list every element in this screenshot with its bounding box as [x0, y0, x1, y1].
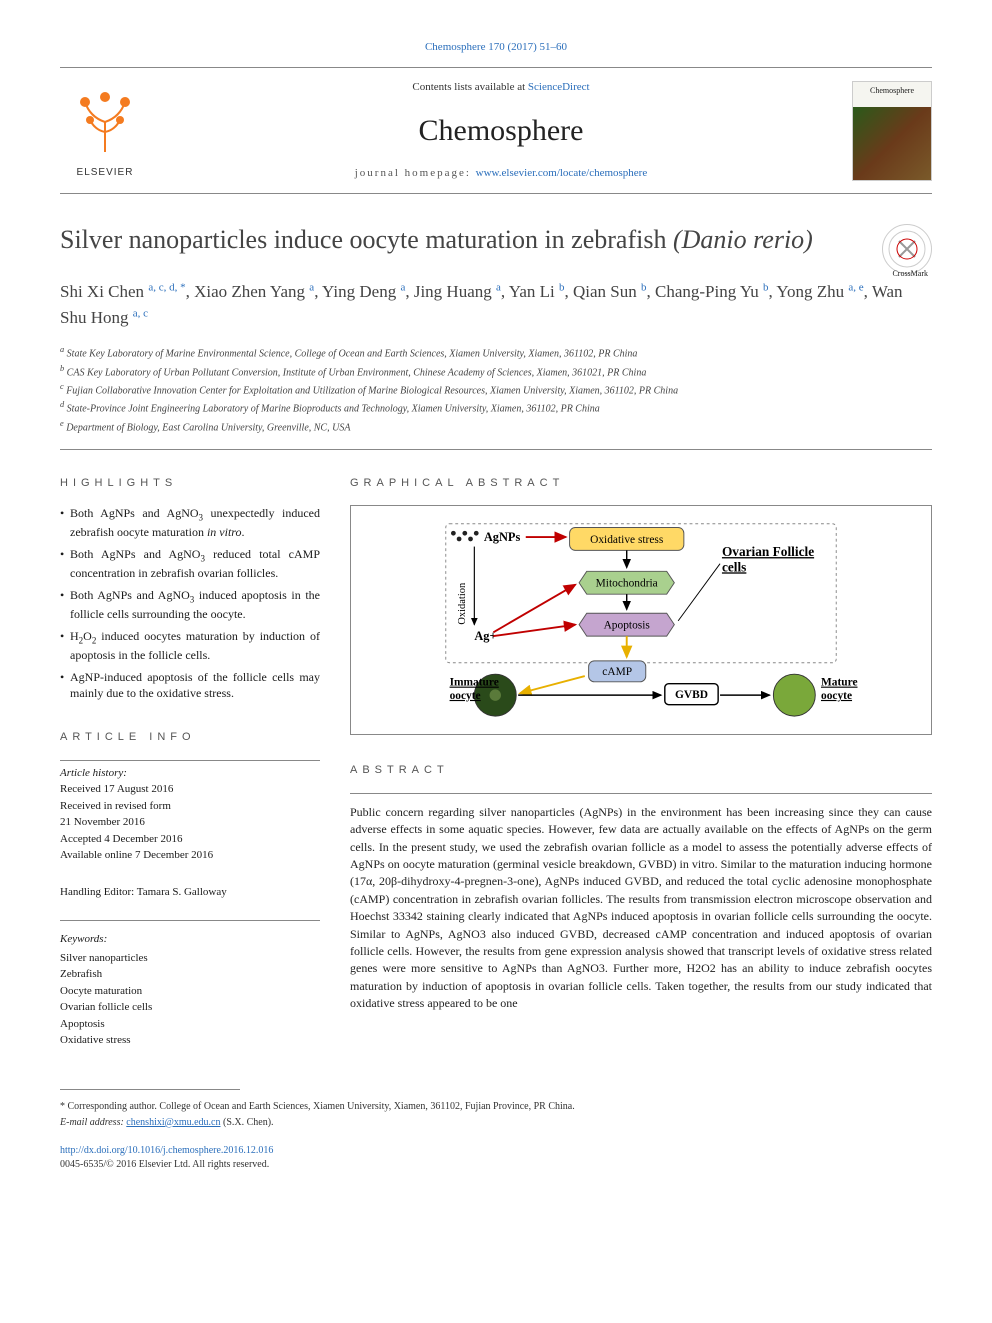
history-item: 21 November 2016	[60, 814, 320, 831]
keywords-block: Keywords: Silver nanoparticlesZebrafishO…	[60, 931, 320, 1049]
publisher-name: ELSEVIER	[77, 166, 134, 180]
highlights-header: HIGHLIGHTS	[60, 476, 320, 491]
divider	[60, 920, 320, 921]
keyword-item: Oocyte maturation	[60, 983, 320, 1000]
handling-editor: Handling Editor: Tamara S. Galloway	[60, 884, 320, 901]
svg-text:Mature: Mature	[821, 677, 858, 689]
crossmark-badge[interactable]	[882, 224, 932, 274]
crossmark-icon	[887, 229, 927, 269]
article-info-header: ARTICLE INFO	[60, 730, 320, 745]
highlights-list: Both AgNPs and AgNO3 unexpectedly induce…	[60, 505, 320, 702]
affiliation-item: b CAS Key Laboratory of Urban Pollutant …	[60, 363, 932, 380]
history-item: Accepted 4 December 2016	[60, 831, 320, 848]
history-item: Received in revised form	[60, 798, 320, 815]
article-title: Silver nanoparticles induce oocyte matur…	[60, 224, 862, 257]
keyword-item: Ovarian follicle cells	[60, 999, 320, 1016]
cover-title: Chemosphere	[853, 82, 931, 107]
corresponding-author-note: * Corresponding author. College of Ocean…	[60, 1100, 932, 1114]
sciencedirect-link[interactable]: ScienceDirect	[528, 81, 590, 93]
divider	[60, 67, 932, 68]
affiliation-item: a State Key Laboratory of Marine Environ…	[60, 344, 932, 361]
svg-text:oocyte: oocyte	[821, 690, 852, 702]
affiliations-list: a State Key Laboratory of Marine Environ…	[60, 344, 932, 435]
journal-cover-thumbnail[interactable]: Chemosphere	[852, 81, 932, 181]
graphical-abstract-figure: AgNPs Oxidation Oxidative stress Mitochondr…	[350, 505, 932, 735]
top-reference[interactable]: Chemosphere 170 (2017) 51–60	[60, 40, 932, 55]
history-item: Available online 7 December 2016	[60, 847, 320, 864]
svg-text:cells: cells	[722, 560, 746, 575]
abstract-header: ABSTRACT	[350, 763, 932, 778]
divider	[60, 449, 932, 450]
affiliation-item: c Fujian Collaborative Innovation Center…	[60, 381, 932, 398]
article-history: Article history: Received 17 August 2016…	[60, 765, 320, 864]
svg-text:AgNPs: AgNPs	[484, 530, 521, 544]
divider	[60, 760, 320, 761]
author-list: Shi Xi Chen a, c, d, *, Xiao Zhen Yang a…	[60, 279, 932, 330]
contents-available: Contents lists available at ScienceDirec…	[150, 80, 852, 95]
affiliation-item: e Department of Biology, East Carolina U…	[60, 418, 932, 435]
svg-text:oocyte: oocyte	[450, 690, 481, 702]
svg-text:Ag+: Ag+	[474, 629, 496, 643]
graphical-abstract-header: GRAPHICAL ABSTRACT	[350, 476, 932, 491]
highlight-item: Both AgNPs and AgNO3 induced apoptosis i…	[60, 587, 320, 623]
footer-divider	[60, 1089, 240, 1090]
svg-text:Ovarian Follicle: Ovarian Follicle	[722, 544, 814, 559]
divider	[350, 793, 932, 794]
keyword-item: Silver nanoparticles	[60, 950, 320, 967]
svg-text:Apoptosis: Apoptosis	[604, 620, 651, 632]
svg-text:Immature: Immature	[450, 677, 499, 689]
highlight-item: AgNP-induced apoptosis of the follicle c…	[60, 669, 320, 703]
highlight-item: H2O2 induced oocytes maturation by induc…	[60, 628, 320, 664]
journal-header: ELSEVIER Contents lists available at Sci…	[60, 72, 932, 189]
keyword-item: Zebrafish	[60, 966, 320, 983]
highlight-item: Both AgNPs and AgNO3 reduced total cAMP …	[60, 546, 320, 582]
email-line: E-mail address: chenshixi@xmu.edu.cn (S.…	[60, 1116, 932, 1130]
homepage-link[interactable]: www.elsevier.com/locate/chemosphere	[476, 167, 648, 179]
svg-text:Oxidation: Oxidation	[457, 582, 468, 625]
divider	[60, 193, 932, 194]
abstract-text: Public concern regarding silver nanopart…	[350, 804, 932, 1013]
svg-text:Mitochondria: Mitochondria	[596, 578, 658, 590]
doi-link[interactable]: http://dx.doi.org/10.1016/j.chemosphere.…	[60, 1144, 932, 1158]
history-item: Received 17 August 2016	[60, 781, 320, 798]
journal-homepage: journal homepage: www.elsevier.com/locat…	[150, 166, 852, 181]
svg-text:Oxidative stress: Oxidative stress	[590, 534, 664, 546]
keyword-item: Apoptosis	[60, 1016, 320, 1033]
svg-text:GVBD: GVBD	[675, 689, 708, 701]
affiliation-item: d State-Province Joint Engineering Labor…	[60, 399, 932, 416]
publisher-logo[interactable]: ELSEVIER	[60, 81, 150, 181]
keyword-item: Oxidative stress	[60, 1032, 320, 1049]
journal-name: Chemosphere	[150, 110, 852, 152]
cover-image	[853, 107, 931, 180]
copyright-line: 0045-6535/© 2016 Elsevier Ltd. All right…	[60, 1158, 932, 1172]
author-email-link[interactable]: chenshixi@xmu.edu.cn	[126, 1117, 220, 1128]
svg-text:cAMP: cAMP	[602, 667, 632, 679]
highlight-item: Both AgNPs and AgNO3 unexpectedly induce…	[60, 505, 320, 541]
elsevier-tree-icon	[65, 82, 145, 162]
